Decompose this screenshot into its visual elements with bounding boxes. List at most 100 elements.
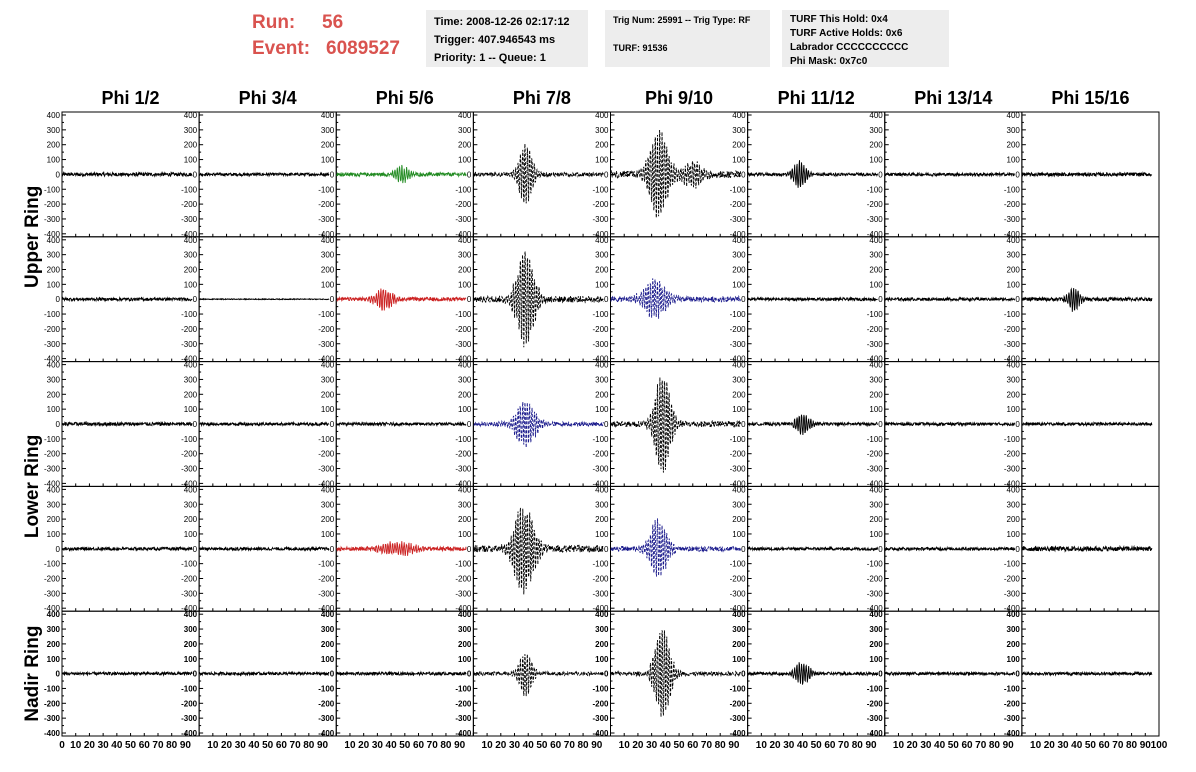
waveform-r1-c1 (61, 170, 193, 178)
waveform-r1-c7 (884, 171, 1015, 178)
x-tick-label: 40 (386, 740, 398, 751)
waveform-r2-c4 (473, 251, 604, 348)
y-tick-label: 400 (458, 236, 472, 245)
y-tick-label: -100 (592, 560, 609, 569)
y-tick-label: 200 (47, 515, 61, 524)
y-tick-label: 0 (467, 170, 472, 179)
y-tick-label: -200 (867, 200, 884, 209)
y-tick-label: -400 (730, 230, 747, 239)
y-tick-label: -200 (592, 200, 609, 209)
y-tick-label: 300 (869, 500, 883, 509)
y-tick-label: 200 (869, 515, 883, 524)
column-label-7: Phi 13/14 (914, 88, 992, 108)
y-tick-label: -400 (592, 230, 609, 239)
y-tick-label: 400 (184, 236, 198, 245)
x-tick-label: 80 (440, 740, 452, 751)
y-tick-label: -100 (592, 310, 609, 319)
y-tick-label: -400 (592, 479, 609, 488)
y-tick-label: -400 (44, 355, 61, 364)
y-tick-label: 300 (458, 251, 472, 260)
waveform-r1-c8 (1022, 171, 1153, 178)
y-tick-label: 0 (467, 670, 472, 679)
y-tick-label: 200 (47, 640, 61, 649)
y-tick-label: 200 (321, 390, 335, 399)
y-tick-label: -100 (730, 684, 747, 693)
y-tick-label: -100 (730, 560, 747, 569)
y-tick-label: -300 (1004, 340, 1021, 349)
y-tick-label: 0 (467, 420, 472, 429)
y-tick-label: 200 (869, 390, 883, 399)
x-tick-label: 10 (619, 740, 631, 751)
y-tick-label: 400 (1007, 485, 1021, 494)
y-tick-label: 400 (47, 485, 61, 494)
y-tick-label: 300 (184, 500, 198, 509)
x-tick-label: 90 (1140, 740, 1152, 751)
y-tick-label: -100 (181, 684, 198, 693)
x-tick-label: 50 (811, 740, 823, 751)
x-tick-label: 50 (536, 740, 548, 751)
y-tick-label: 400 (869, 111, 883, 120)
y-tick-label: 0 (741, 670, 746, 679)
y-tick-label: 300 (458, 375, 472, 384)
x-tick-label: 50 (1085, 740, 1097, 751)
x-tick-label: 60 (961, 740, 973, 751)
y-tick-label: 200 (732, 640, 746, 649)
phi-mask-text: Phi Mask: 0x7c0 (790, 56, 868, 67)
column-label-2: Phi 3/4 (239, 88, 297, 108)
time-text: Time: 2008-12-26 02:17:12 (434, 16, 570, 28)
y-tick-label: 200 (47, 266, 61, 275)
y-tick-label: 100 (458, 655, 472, 664)
y-tick-label: 200 (458, 640, 472, 649)
x-tick-label: 20 (769, 740, 781, 751)
y-tick-label: -400 (1004, 230, 1021, 239)
x-tick-label: 80 (715, 740, 727, 751)
y-tick-label: -400 (318, 230, 335, 239)
x-tick-label: 40 (248, 740, 260, 751)
y-tick-label: -400 (318, 729, 335, 738)
y-tick-label: 300 (458, 500, 472, 509)
y-tick-label: 300 (732, 251, 746, 260)
y-tick-label: -300 (44, 215, 61, 224)
y-tick-label: -400 (455, 230, 472, 239)
y-tick-label: 300 (184, 375, 198, 384)
y-tick-label: -200 (1004, 575, 1021, 584)
x-tick-label: 90 (454, 740, 466, 751)
x-tick-label: 20 (84, 740, 96, 751)
y-tick-label: -400 (592, 729, 609, 738)
y-tick-label: 400 (47, 111, 61, 120)
x-tick-label: 20 (221, 740, 233, 751)
x-tick-label: 80 (578, 740, 590, 751)
y-tick-label: -200 (867, 699, 884, 708)
x-tick-label: 10 (344, 740, 356, 751)
y-tick-label: 300 (47, 625, 61, 634)
y-tick-label: -300 (44, 589, 61, 598)
y-tick-label: 100 (47, 280, 61, 289)
y-tick-label: -200 (1004, 200, 1021, 209)
x-tick-label: 40 (523, 740, 535, 751)
y-tick-label: 0 (604, 170, 609, 179)
y-tick-label: -400 (867, 479, 884, 488)
y-tick-label: 100 (869, 530, 883, 539)
y-tick-label: -200 (592, 450, 609, 459)
y-tick-label: 200 (595, 640, 609, 649)
x-tick-label: 50 (948, 740, 960, 751)
waveform-r1-c2 (199, 171, 330, 178)
y-tick-label: 200 (595, 515, 609, 524)
x-tick-label: 90 (728, 740, 740, 751)
y-tick-label: -200 (730, 699, 747, 708)
waveform-r1-c5 (610, 129, 741, 218)
y-tick-label: 0 (604, 670, 609, 679)
y-tick-label: -200 (318, 575, 335, 584)
waveform-r4-c7 (884, 545, 1016, 552)
y-tick-label: -100 (1004, 560, 1021, 569)
x-tick-label: 90 (317, 740, 329, 751)
y-tick-label: 200 (1007, 390, 1021, 399)
y-tick-label: -300 (1004, 589, 1021, 598)
y-tick-label: 400 (184, 610, 198, 619)
y-tick-label: -300 (181, 465, 198, 474)
y-tick-label: 100 (458, 280, 472, 289)
y-tick-label: -200 (455, 450, 472, 459)
y-tick-label: -100 (867, 185, 884, 194)
y-tick-label: -200 (44, 699, 61, 708)
